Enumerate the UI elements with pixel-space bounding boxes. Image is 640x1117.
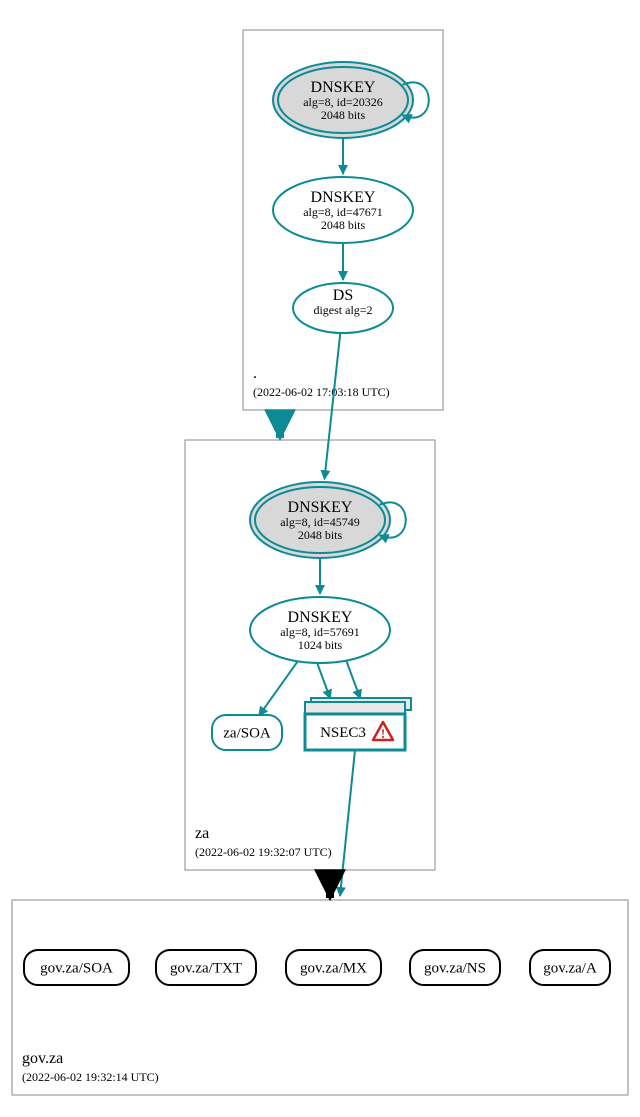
svg-text:DNSKEY: DNSKEY	[311, 79, 376, 96]
zone-timestamp: (2022-06-02 17:03:18 UTC)	[253, 385, 390, 399]
node-root_dnskey_1: DNSKEYalg=8, id=203262048 bits	[273, 62, 429, 138]
svg-text:alg=8, id=47671: alg=8, id=47671	[303, 205, 383, 219]
svg-text:alg=8, id=57691: alg=8, id=57691	[280, 625, 360, 639]
zone-timestamp: (2022-06-02 19:32:14 UTC)	[22, 1070, 159, 1084]
node-govza_soa: gov.za/SOA	[24, 950, 129, 985]
node-za_dnskey_1: DNSKEYalg=8, id=457492048 bits	[250, 482, 406, 558]
svg-text:2048 bits: 2048 bits	[321, 108, 366, 122]
svg-text:digest alg=2: digest alg=2	[313, 303, 372, 317]
svg-text:NSEC3: NSEC3	[320, 725, 366, 741]
svg-text:alg=8, id=45749: alg=8, id=45749	[280, 515, 360, 529]
svg-text:2048 bits: 2048 bits	[298, 528, 343, 542]
node-root_ds: DSdigest alg=2	[293, 283, 393, 333]
node-govza_txt: gov.za/TXT	[156, 950, 256, 985]
node-za_dnskey_2: DNSKEYalg=8, id=576911024 bits	[250, 597, 390, 663]
svg-text:gov.za/SOA: gov.za/SOA	[40, 961, 113, 977]
node-govza_a: gov.za/A	[530, 950, 610, 985]
node-govza_ns: gov.za/NS	[410, 950, 500, 985]
svg-text:gov.za/NS: gov.za/NS	[424, 961, 486, 977]
svg-text:DNSKEY: DNSKEY	[288, 609, 353, 626]
zone-label: .	[253, 365, 257, 382]
node-za_soa: za/SOA	[212, 715, 282, 750]
svg-text:1024 bits: 1024 bits	[298, 638, 343, 652]
zone-timestamp: (2022-06-02 19:32:07 UTC)	[195, 845, 332, 859]
svg-text:alg=8, id=20326: alg=8, id=20326	[303, 95, 383, 109]
svg-text:gov.za/TXT: gov.za/TXT	[170, 961, 242, 977]
svg-text:DNSKEY: DNSKEY	[288, 499, 353, 516]
zone-label: za	[195, 825, 209, 842]
svg-text:gov.za/A: gov.za/A	[543, 961, 597, 977]
svg-text:gov.za/MX: gov.za/MX	[300, 961, 367, 977]
zone-label: gov.za	[22, 1050, 63, 1067]
zone-box-govza	[12, 900, 628, 1095]
svg-text:2048 bits: 2048 bits	[321, 218, 366, 232]
svg-text:DS: DS	[333, 287, 353, 304]
node-root_dnskey_2: DNSKEYalg=8, id=476712048 bits	[273, 177, 413, 243]
svg-text:DNSKEY: DNSKEY	[311, 189, 376, 206]
svg-text:za/SOA: za/SOA	[223, 726, 271, 742]
node-govza_mx: gov.za/MX	[286, 950, 381, 985]
node-za_nsec3: NSEC3!	[305, 698, 411, 750]
svg-text:!: !	[381, 726, 385, 741]
